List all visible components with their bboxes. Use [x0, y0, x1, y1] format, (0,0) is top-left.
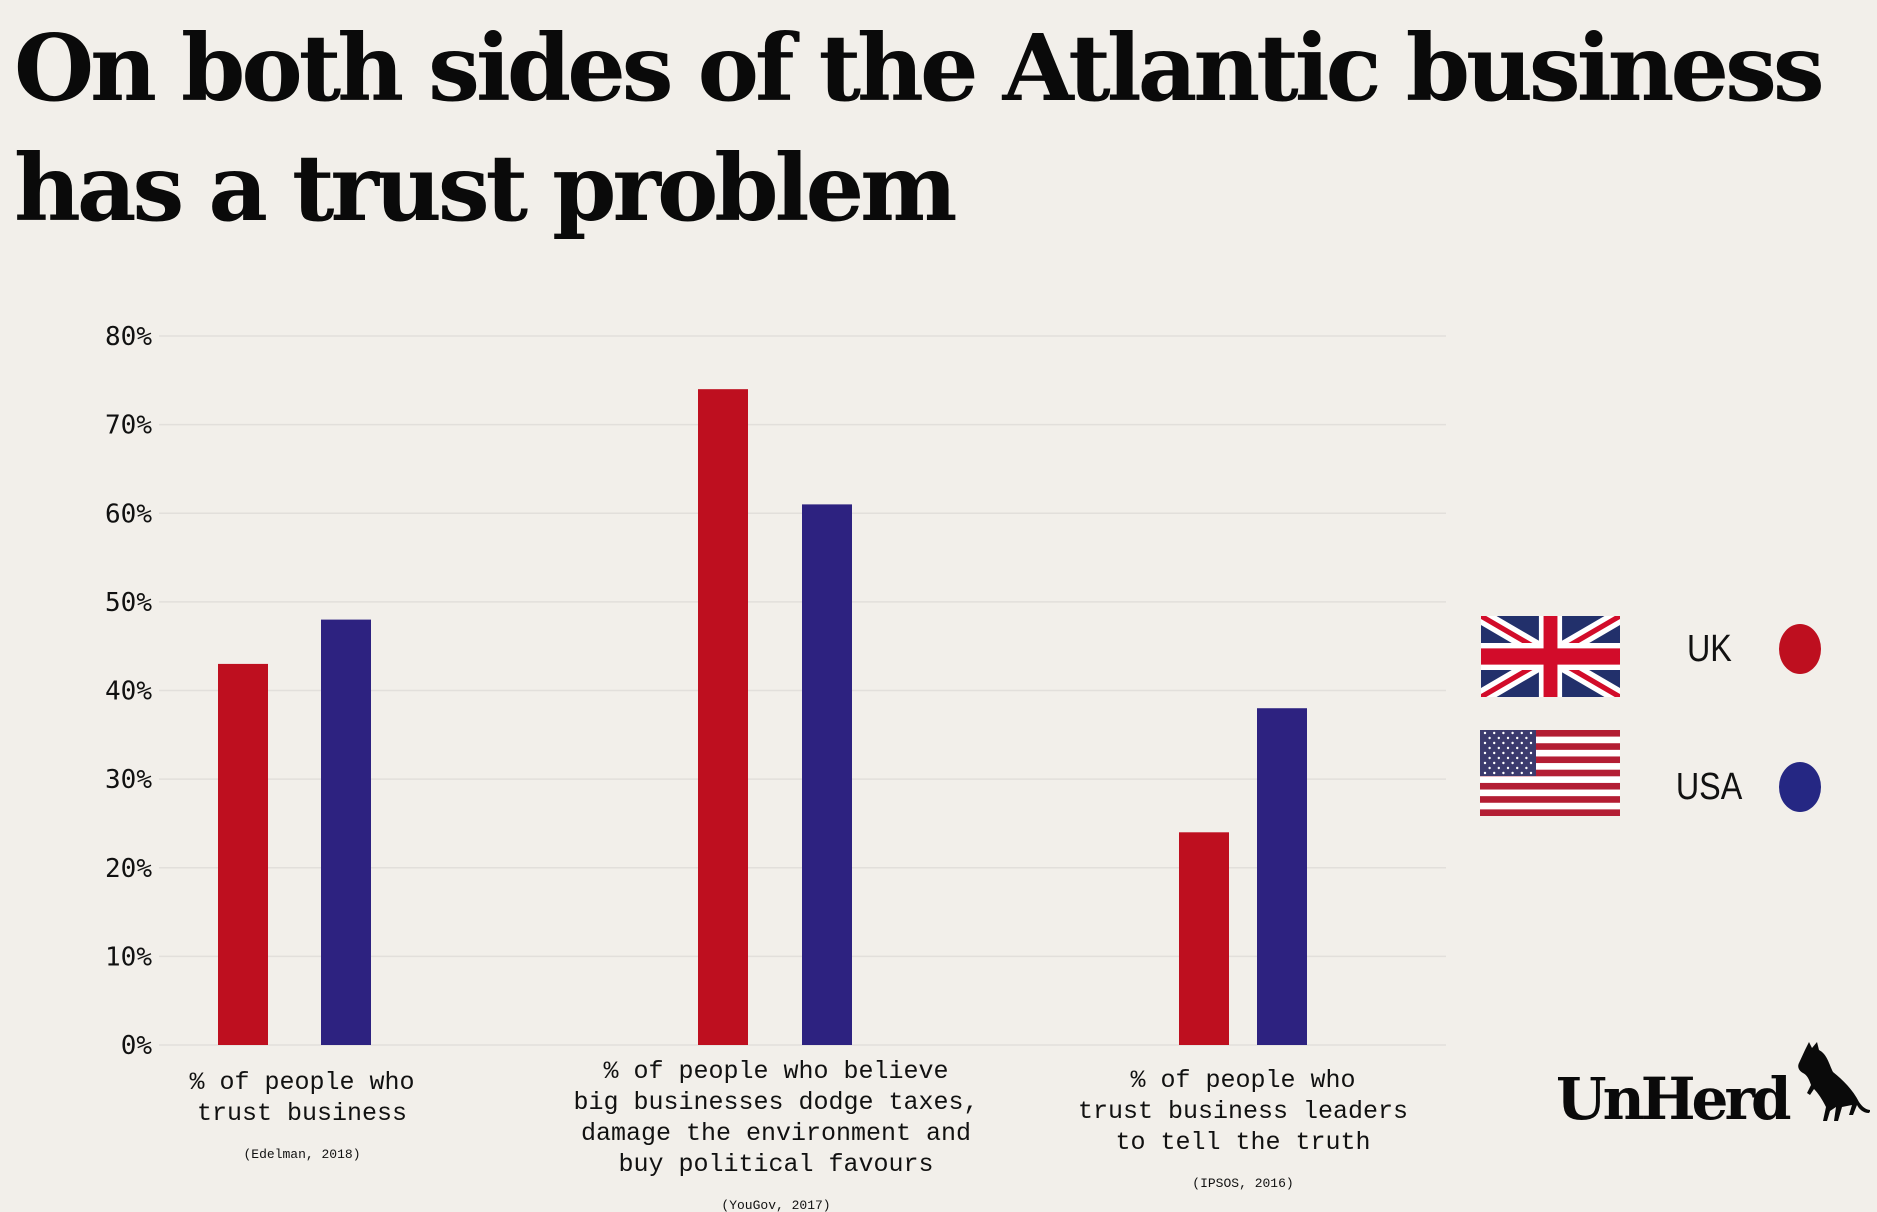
bar-uk: [698, 389, 748, 1045]
category-source: (Edelman, 2018): [243, 1147, 360, 1162]
y-tick-label: 30%: [105, 765, 152, 795]
bar-usa: [802, 504, 852, 1045]
y-tick-label: 20%: [105, 854, 152, 884]
y-tick-label: 60%: [105, 499, 152, 529]
bar-usa: [321, 619, 371, 1045]
category-label: trust business leaders: [1078, 1097, 1408, 1126]
y-tick-label: 40%: [105, 677, 152, 707]
bar-uk: [218, 663, 268, 1045]
y-tick-label: 50%: [105, 588, 152, 618]
y-tick-label: 70%: [105, 411, 152, 441]
bull-logo-icon: [1798, 1042, 1870, 1121]
category-source: (YouGov, 2017): [721, 1198, 830, 1212]
category-label: to tell the truth: [1115, 1128, 1370, 1157]
legend-label-uk: UK: [1686, 628, 1732, 670]
unherd-logo: UnHerd: [1556, 1065, 1792, 1133]
y-tick-label: 80%: [105, 322, 152, 352]
title-line-2: has a trust problem: [14, 134, 957, 242]
bar-uk: [1179, 832, 1229, 1045]
category-label: big businesses dodge taxes,: [573, 1088, 978, 1117]
bar-usa: [1257, 708, 1307, 1045]
category-source: (IPSOS, 2016): [1192, 1176, 1293, 1191]
y-tick-label: 10%: [105, 942, 152, 972]
title-line-1: On both sides of the Atlantic business: [14, 14, 1825, 122]
category-label: % of people who: [1130, 1066, 1355, 1095]
category-label: damage the environment and: [581, 1119, 971, 1148]
usa-flag-icon: [1480, 730, 1620, 816]
category-label: buy political favours: [618, 1150, 933, 1179]
category-label: % of people who: [189, 1068, 414, 1097]
y-tick-label: 0%: [121, 1031, 153, 1061]
legend-label-usa: USA: [1675, 766, 1743, 808]
legend-dot-uk: [1779, 624, 1821, 674]
category-label: trust business: [197, 1099, 407, 1128]
category-label: % of people who believe: [603, 1057, 948, 1086]
chart-title: On both sides of the Atlantic business h…: [14, 8, 1825, 248]
uk-flag-icon: [1481, 616, 1620, 697]
legend-dot-usa: [1779, 762, 1821, 812]
